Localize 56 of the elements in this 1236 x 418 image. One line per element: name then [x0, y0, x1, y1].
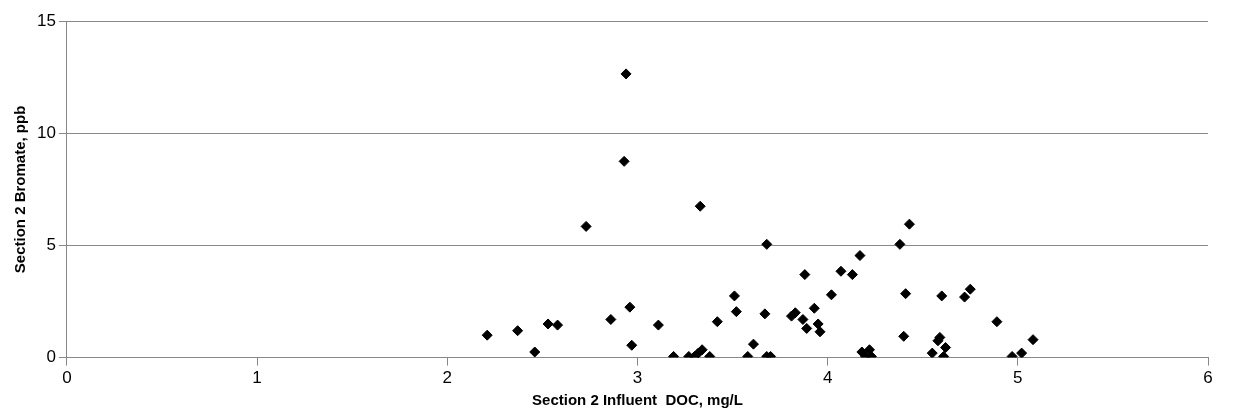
point	[801, 322, 813, 334]
point	[835, 265, 847, 277]
y-tick-label: 10	[36, 123, 56, 143]
point	[618, 155, 630, 167]
point	[797, 313, 809, 325]
point	[898, 330, 910, 342]
point	[1016, 347, 1028, 358]
point	[694, 200, 706, 212]
x-tick-label: 2	[442, 368, 453, 388]
point	[626, 339, 638, 351]
x-tick-label: 1	[252, 368, 262, 388]
point	[711, 316, 723, 328]
point	[789, 307, 801, 319]
point	[759, 308, 771, 320]
point	[854, 250, 866, 262]
point	[936, 290, 948, 302]
point	[529, 346, 541, 358]
x-tick-label: 3	[632, 368, 643, 388]
point	[747, 338, 759, 350]
point	[926, 347, 938, 358]
point	[512, 325, 524, 337]
point	[846, 269, 858, 281]
point	[620, 68, 632, 80]
point	[580, 220, 592, 232]
point	[761, 238, 773, 250]
point	[728, 290, 740, 302]
point	[814, 326, 826, 338]
point	[903, 218, 915, 230]
point	[481, 329, 493, 341]
y-tick-label: 15	[36, 10, 56, 30]
x-tick-label: 4	[822, 368, 833, 388]
point	[808, 302, 820, 314]
point	[552, 319, 564, 331]
x-tick-label: 0	[62, 368, 72, 388]
point	[959, 291, 971, 303]
point	[991, 316, 1003, 328]
point	[652, 319, 664, 331]
point	[605, 313, 617, 325]
point	[894, 238, 906, 250]
point	[940, 342, 952, 354]
y-tick-label: 0	[46, 347, 56, 367]
point	[799, 269, 811, 281]
y-axis-title: Section 2 Bromate, ppb	[11, 105, 29, 274]
point	[542, 318, 554, 330]
point	[1027, 334, 1039, 346]
x-tick-label: 6	[1203, 368, 1213, 388]
point	[812, 318, 824, 330]
point	[964, 283, 976, 295]
y-tick-label: 5	[46, 235, 56, 255]
point	[825, 289, 837, 301]
point	[624, 301, 636, 313]
point	[730, 306, 742, 318]
x-axis-title: Section 2 Influent DOC, mg/L	[532, 391, 743, 409]
x-tick-label: 5	[1013, 368, 1023, 388]
point	[696, 344, 708, 356]
point	[900, 288, 912, 300]
